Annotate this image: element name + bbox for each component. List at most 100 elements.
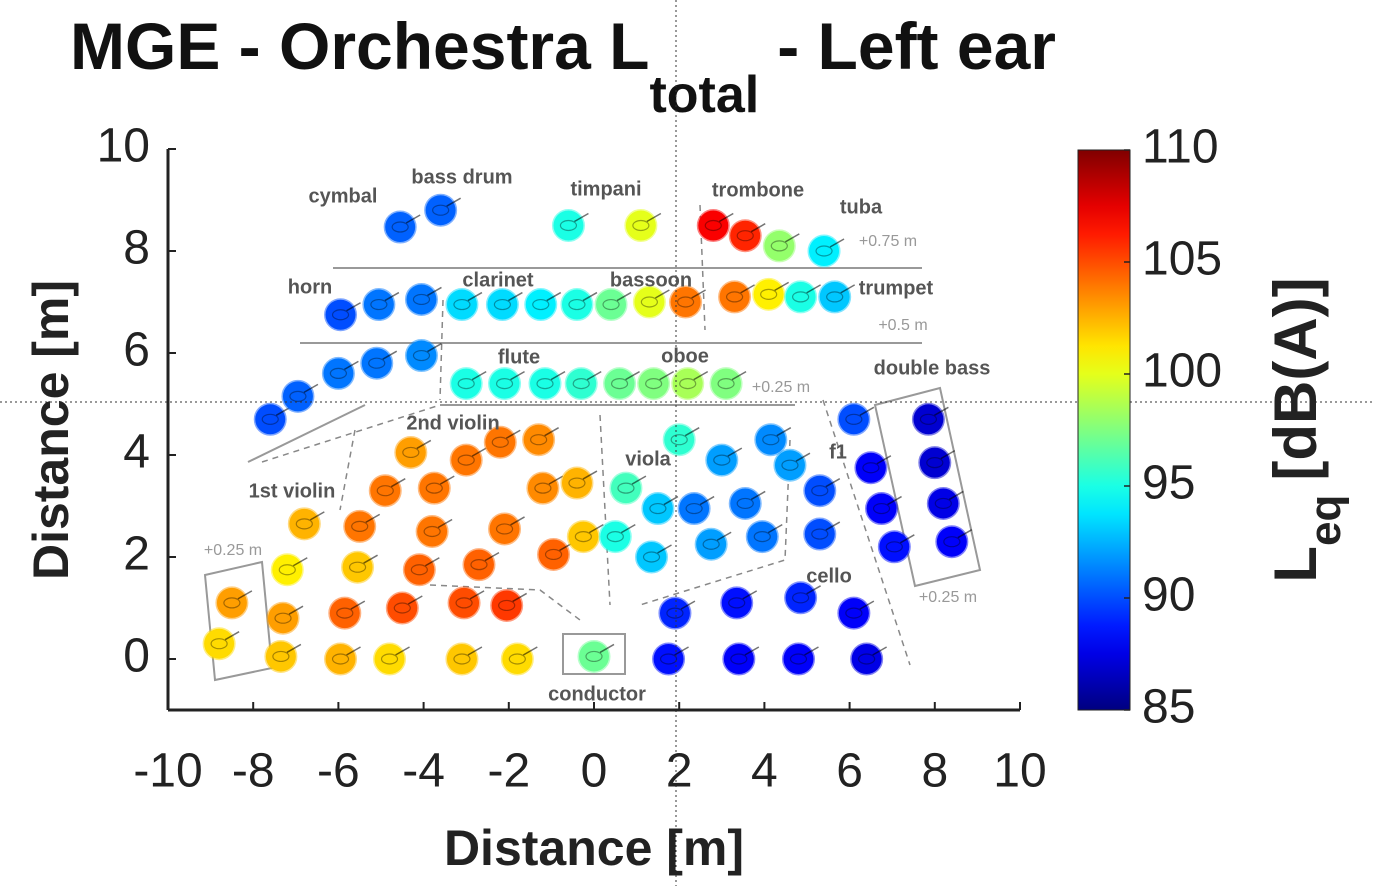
colorbar-label-suffix: [dB(A)] (1262, 277, 1329, 480)
musician-marker (711, 369, 741, 399)
musician-marker (487, 290, 517, 320)
musician-marker (928, 488, 958, 518)
musician-marker (562, 290, 592, 320)
musician-marker (775, 450, 805, 480)
musician-marker (852, 644, 882, 674)
x-tick-label: 0 (581, 745, 608, 798)
musician-marker (756, 425, 786, 455)
title-main: MGE - Orchestra L (70, 9, 649, 83)
annotation: +0.75 m (859, 233, 917, 250)
musician-marker (387, 593, 417, 623)
musician-marker (449, 588, 479, 618)
musician-marker (385, 212, 415, 242)
musician-marker (326, 644, 356, 674)
colorbar-tick-label: 100 (1142, 345, 1222, 398)
musician-marker (490, 514, 520, 544)
x-tick-label: 2 (666, 745, 693, 798)
annotation: cello (806, 565, 852, 587)
x-tick-label: 10 (993, 745, 1046, 798)
colorbar-tick-label: 95 (1142, 457, 1195, 510)
musician-marker (611, 473, 641, 503)
colorbar-tick-label: 105 (1142, 233, 1222, 286)
musician-marker (754, 279, 784, 309)
musician-marker (539, 539, 569, 569)
x-tick-label: -4 (402, 745, 445, 798)
musician-marker (266, 641, 296, 671)
musician-marker (323, 358, 353, 388)
musician-marker (406, 341, 436, 371)
musician-marker (654, 644, 684, 674)
musician-marker (937, 527, 967, 557)
musician-marker (204, 629, 234, 659)
colorbar (1078, 150, 1130, 710)
x-axis-title: Distance [m] (444, 820, 744, 876)
musician-marker (879, 532, 909, 562)
musician-marker (272, 555, 302, 585)
musician-marker (730, 488, 760, 518)
musician-marker (283, 381, 313, 411)
musician-marker (764, 231, 794, 261)
annotation: +0.25 m (919, 589, 977, 606)
y-tick-label: 4 (123, 426, 150, 479)
musician-marker (562, 468, 592, 498)
annotation: trumpet (859, 277, 934, 299)
annotation: timpani (570, 178, 641, 200)
musician-marker (720, 282, 750, 312)
musician-marker (867, 494, 897, 524)
musician-marker (639, 369, 669, 399)
musician-marker (255, 404, 285, 434)
musician-marker (707, 445, 737, 475)
annotation: +0.25 m (752, 379, 810, 396)
annotation: bassoon (610, 269, 692, 291)
musician-marker (566, 369, 596, 399)
musician-marker (451, 369, 481, 399)
annotation: horn (288, 276, 332, 298)
x-tick-label: -2 (487, 745, 530, 798)
musician-marker (375, 644, 405, 674)
colorbar-tick-label: 85 (1142, 681, 1195, 734)
annotation: f1 (829, 441, 847, 463)
musician-marker (786, 282, 816, 312)
musician-marker (396, 437, 426, 467)
x-tick-label: 6 (836, 745, 863, 798)
x-tick-label: -6 (317, 745, 360, 798)
colorbar-label: L (1262, 546, 1329, 583)
musician-marker (634, 287, 664, 317)
annotation: +0.5 m (878, 317, 927, 334)
musician-marker (839, 404, 869, 434)
annotation: conductor (548, 683, 646, 705)
colorbar-label-subscript: eq (1301, 495, 1350, 546)
y-tick-label: 2 (123, 528, 150, 581)
musician-marker (451, 445, 481, 475)
musician-marker (913, 404, 943, 434)
musician-marker (370, 476, 400, 506)
musician-marker (447, 644, 477, 674)
x-tick-label: -10 (133, 745, 202, 798)
x-tick-label: 4 (751, 745, 778, 798)
musician-marker (679, 494, 709, 524)
musician-marker (417, 517, 447, 547)
musician-marker (724, 644, 754, 674)
musician-marker (786, 583, 816, 613)
annotation: flute (498, 346, 540, 368)
musician-marker (528, 473, 558, 503)
musician-marker (730, 221, 760, 251)
musician-marker (809, 236, 839, 266)
musician-marker (553, 211, 583, 241)
colorbar-title: Leq [dB(A)] (1262, 277, 1350, 582)
chart: MGE - Orchestra Ltotal- Left ear Distanc… (0, 0, 1373, 886)
musician-marker (362, 348, 392, 378)
musician-marker (596, 290, 626, 320)
annotation: trombone (712, 179, 804, 201)
musician-marker (626, 211, 656, 241)
y-tick-label: 10 (97, 120, 150, 173)
musician-marker (406, 284, 436, 314)
musician-marker (643, 494, 673, 524)
colorbar-tick-label: 90 (1142, 569, 1195, 622)
musician-marker (696, 529, 726, 559)
musician-marker (783, 644, 813, 674)
musician-marker (419, 473, 449, 503)
x-tick-label: 8 (921, 745, 948, 798)
musician-marker (364, 290, 394, 320)
annotation: +0.25 m (204, 542, 262, 559)
